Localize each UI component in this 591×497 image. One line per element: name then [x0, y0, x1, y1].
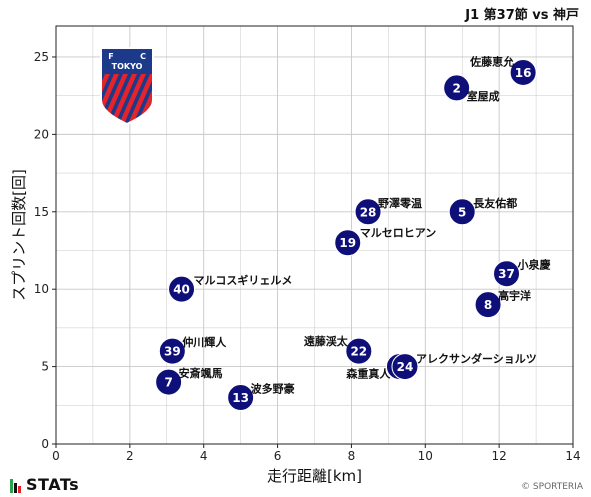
- point-name-label: マルコスギリェルメ: [194, 273, 293, 287]
- point-marker: [334, 229, 362, 257]
- point-number: 8: [484, 298, 492, 312]
- point-marker: [493, 260, 521, 288]
- chart-title: J1 第37節 vs 神戸: [465, 8, 579, 23]
- point-number: 13: [232, 391, 249, 405]
- point-name-label: アレクサンダーショルツ: [416, 352, 537, 366]
- y-tick-label: 10: [34, 282, 49, 296]
- point-number: 2: [452, 81, 460, 95]
- point-number: 7: [164, 376, 172, 390]
- point-name-label: 長友佑都: [473, 196, 517, 210]
- point-marker: [158, 337, 186, 365]
- data-point: 19 マルセロヒアン: [334, 227, 437, 257]
- brand-name: STATs: [26, 475, 80, 494]
- y-tick-label: 25: [34, 50, 49, 64]
- point-number: 22: [350, 345, 367, 359]
- brand: STATs: [10, 475, 79, 494]
- point-number: 40: [173, 283, 190, 297]
- point-number: 24: [397, 360, 414, 374]
- point-number: 16: [515, 66, 532, 80]
- x-tick-label: 12: [492, 449, 507, 463]
- point-marker: [474, 291, 502, 319]
- x-tick-label: 4: [200, 449, 208, 463]
- point-name-label: 安斎颯馬: [179, 366, 223, 380]
- point-marker: [354, 198, 382, 226]
- point-number: 19: [339, 236, 356, 250]
- y-tick-label: 20: [34, 127, 49, 141]
- point-marker: [448, 198, 476, 226]
- point-marker: [168, 275, 196, 303]
- x-tick-label: 6: [274, 449, 282, 463]
- point-name-label: 野澤零温: [378, 196, 422, 210]
- x-tick-label: 8: [348, 449, 356, 463]
- data-point: 7 安斎颯馬: [155, 366, 223, 396]
- point-name-label: 遠藤渓太: [304, 334, 349, 348]
- y-tick-label: 15: [34, 205, 49, 219]
- y-tick-label: 0: [41, 437, 49, 451]
- x-axis-label: 走行距離[km]: [267, 467, 362, 485]
- data-point: 8 高宇洋: [474, 289, 531, 319]
- point-name-label: 高宇洋: [498, 289, 531, 303]
- point-number: 5: [458, 205, 466, 219]
- point-number: 39: [164, 345, 181, 359]
- x-tick-label: 10: [418, 449, 433, 463]
- point-name-label: 室屋成: [467, 89, 500, 103]
- point-name-label: 小泉慶: [517, 258, 551, 272]
- y-axis-label: スプリント回数[回]: [10, 169, 28, 301]
- logo-letter-f: F: [108, 52, 113, 61]
- point-marker: [443, 74, 471, 102]
- point-marker: [391, 353, 419, 381]
- point-number: 28: [360, 205, 377, 219]
- data-points: 16佐藤恵允2室屋成28野澤零温5長友佑都19マルセロヒアン37小泉慶8高宇洋4…: [155, 54, 551, 412]
- point-name-label: 波多野豪: [251, 382, 295, 396]
- point-name-label: 仲川輝人: [182, 335, 227, 349]
- data-point: 5 長友佑都: [448, 196, 517, 226]
- point-marker: [345, 337, 373, 365]
- point-name-label: 佐藤恵允: [469, 54, 514, 68]
- x-tick-label: 2: [126, 449, 134, 463]
- copyright: © SPORTERIA: [521, 482, 583, 492]
- point-name-label: マルセロヒアン: [360, 227, 437, 240]
- x-tick-label: 0: [52, 449, 60, 463]
- point-number: 37: [498, 267, 515, 281]
- point-name-label: 森重真人: [346, 367, 391, 381]
- data-point: 2 室屋成: [443, 74, 500, 103]
- point-marker: [227, 384, 255, 412]
- point-marker: [509, 58, 537, 86]
- plot-frame: [55, 25, 574, 445]
- logo-wordmark: TOKYO: [112, 62, 143, 71]
- stats-logo-icon: [10, 478, 22, 493]
- x-tick-label: 14: [565, 449, 580, 463]
- point-marker: [155, 368, 183, 396]
- data-point: 40 マルコスギリェルメ: [168, 273, 293, 303]
- y-tick-label: 5: [41, 360, 49, 374]
- logo-letter-c: C: [140, 52, 146, 61]
